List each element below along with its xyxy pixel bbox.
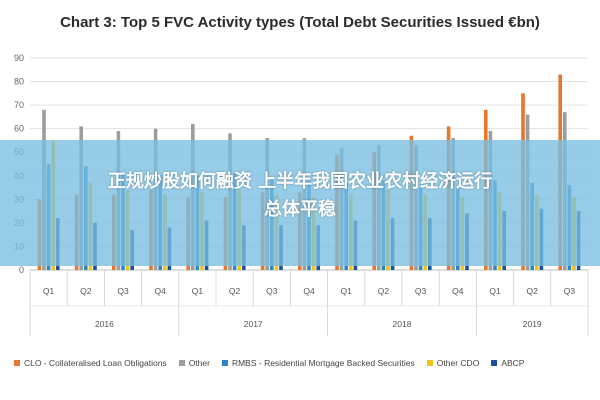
legend-item: Other: [178, 358, 210, 368]
legend-label: Other CDO: [436, 358, 480, 368]
x-tick-label: Q4: [155, 286, 167, 296]
banner-line-1: 正规炒股如何融资 上半年我国农业农村经济运行: [107, 171, 493, 192]
legend-item: CLO - Collateralised Loan Obligations: [14, 358, 167, 368]
legend-swatch: [178, 360, 185, 366]
x-tick-label: Q1: [489, 286, 501, 296]
x-tick-label: Q2: [229, 286, 241, 296]
year-label: 2019: [523, 319, 542, 329]
y-tick-label: 80: [14, 77, 24, 87]
y-tick-label: 0: [19, 265, 24, 275]
overlay-banner: [0, 140, 600, 266]
x-tick-label: Q2: [527, 286, 539, 296]
legend-label: ABCP: [501, 358, 525, 368]
year-label: 2016: [95, 319, 114, 329]
x-tick-label: Q4: [303, 286, 315, 296]
x-tick-label: Q1: [341, 286, 353, 296]
x-tick-label: Q1: [192, 286, 204, 296]
legend-label: RMBS - Residential Mortgage Backed Secur…: [231, 358, 415, 368]
x-tick-label: Q3: [117, 286, 129, 296]
legend-swatch: [14, 360, 20, 366]
y-tick-label: 70: [14, 100, 24, 110]
legend-swatch: [491, 360, 498, 366]
legend-swatch: [426, 360, 433, 366]
y-tick-label: 90: [14, 53, 24, 63]
y-tick-label: 60: [14, 124, 24, 134]
x-tick-label: Q3: [564, 286, 576, 296]
legend-swatch: [221, 360, 228, 366]
banner-line-2: 总体平稳: [264, 199, 336, 220]
legend-label: Other: [188, 358, 210, 368]
x-tick-label: Q2: [378, 286, 390, 296]
legend: CLO - Collateralised Loan Obligations Oth…: [14, 354, 594, 372]
legend-item: ABCP: [491, 358, 524, 368]
overlay-banner-text: 正规炒股如何融资 上半年我国农业农村经济运行 总体平稳: [20, 168, 580, 224]
year-label: 2017: [244, 319, 263, 329]
x-tick-label: Q1: [43, 286, 55, 296]
chart-title: Chart 3: Top 5 FVC Activity types (Total…: [60, 14, 540, 31]
legend-item: Other CDO: [426, 358, 480, 368]
year-label: 2018: [393, 319, 412, 329]
x-tick-label: Q4: [452, 286, 464, 296]
legend-label: CLO - Collateralised Loan Obligations: [24, 358, 167, 368]
legend-item: RMBS - Residential Mortgage Backed Secur…: [221, 358, 415, 368]
x-tick-label: Q2: [80, 286, 92, 296]
x-tick-label: Q3: [415, 286, 427, 296]
x-tick-label: Q3: [266, 286, 278, 296]
